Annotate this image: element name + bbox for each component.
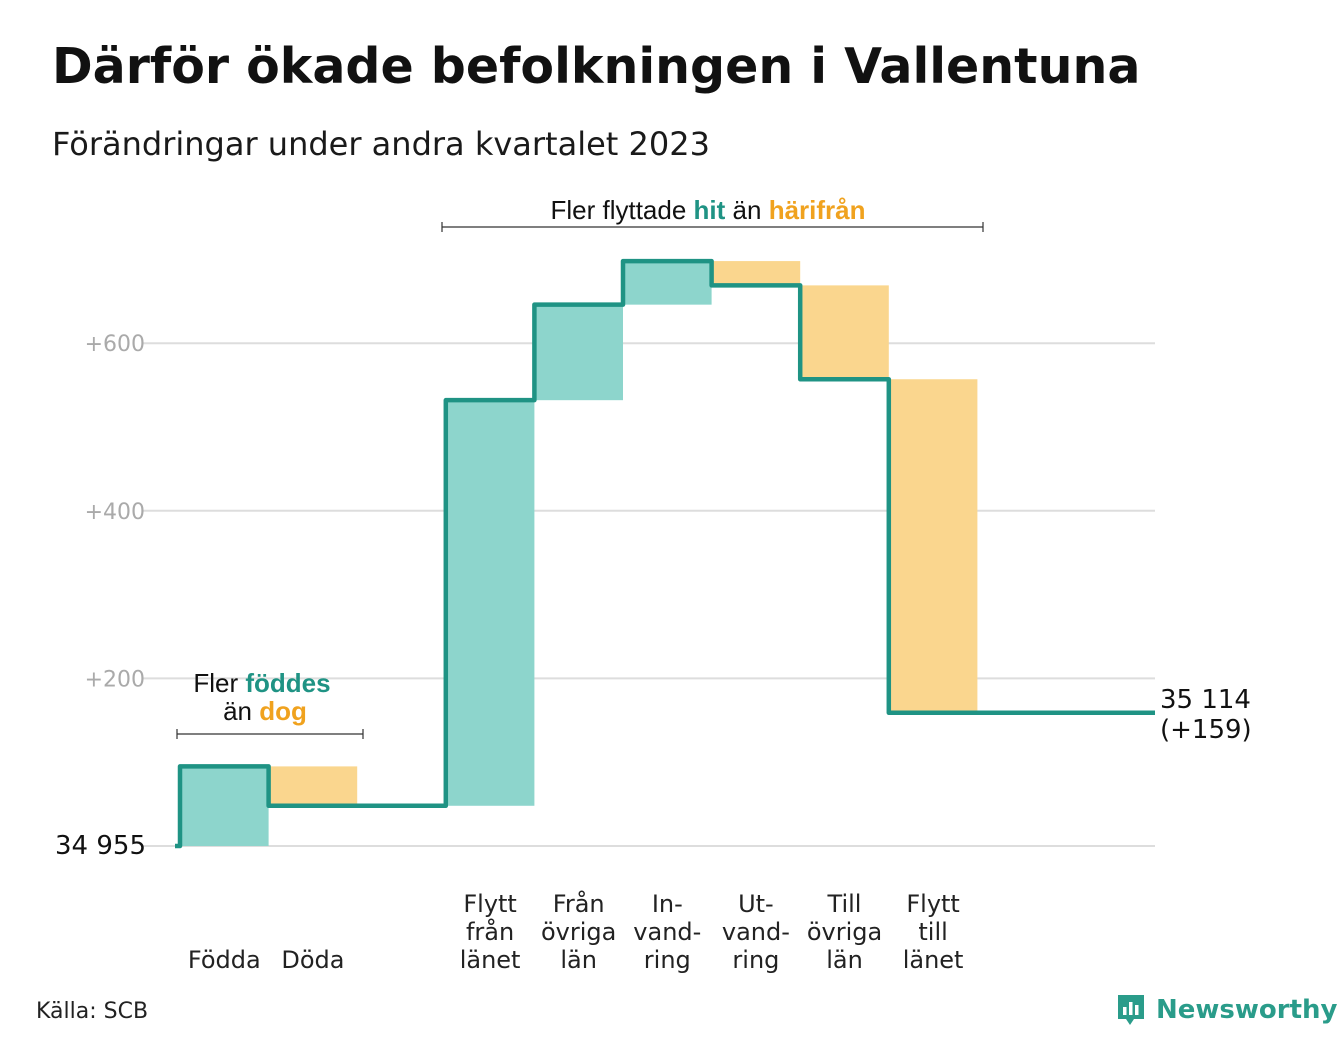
category-label: Födda xyxy=(188,946,261,974)
decrease-bar xyxy=(711,261,801,286)
start-value-label: 34 955 xyxy=(55,831,146,861)
chart-subtitle: Förändringar under andra kvartalet 2023 xyxy=(52,125,710,163)
increase-bar xyxy=(534,304,623,401)
category-label: Flytt till länet xyxy=(903,890,964,974)
increase-bar xyxy=(180,766,269,846)
decrease-bar xyxy=(800,285,889,380)
increase-bar xyxy=(445,400,535,806)
y-tick-label: +400 xyxy=(85,500,145,525)
category-label: Döda xyxy=(281,946,344,974)
newsworthy-logo: Newsworthy xyxy=(1116,993,1337,1027)
y-tick-label: +200 xyxy=(85,667,145,692)
increase-bar xyxy=(623,261,712,305)
end-change-label: (+159) xyxy=(1160,715,1252,745)
category-label: Ut-vand-ring xyxy=(722,890,790,974)
category-label: Från övriga län xyxy=(541,889,616,974)
births-annotation-line2: än dog xyxy=(223,696,307,726)
chart-title: Därför ökade befolkningen i Vallentuna xyxy=(52,38,1141,95)
category-label: Flytt från länet xyxy=(460,890,521,974)
source-label: Källa: SCB xyxy=(36,999,149,1024)
decrease-bar xyxy=(888,379,978,713)
brand-name: Newsworthy xyxy=(1156,995,1338,1025)
births-annotation-line1: Fler föddes xyxy=(193,668,330,698)
y-tick-label: +600 xyxy=(85,332,145,357)
category-label: In-vand-ring xyxy=(633,890,701,974)
moves-annotation: Fler flyttade hit än härifrån xyxy=(550,195,865,225)
newsworthy-logo-icon xyxy=(1118,995,1144,1025)
category-label: Till övriga län xyxy=(807,890,882,974)
decrease-bar xyxy=(268,766,358,806)
end-value-label: 35 114 xyxy=(1160,685,1251,715)
cumulative-step-line xyxy=(175,258,1155,849)
